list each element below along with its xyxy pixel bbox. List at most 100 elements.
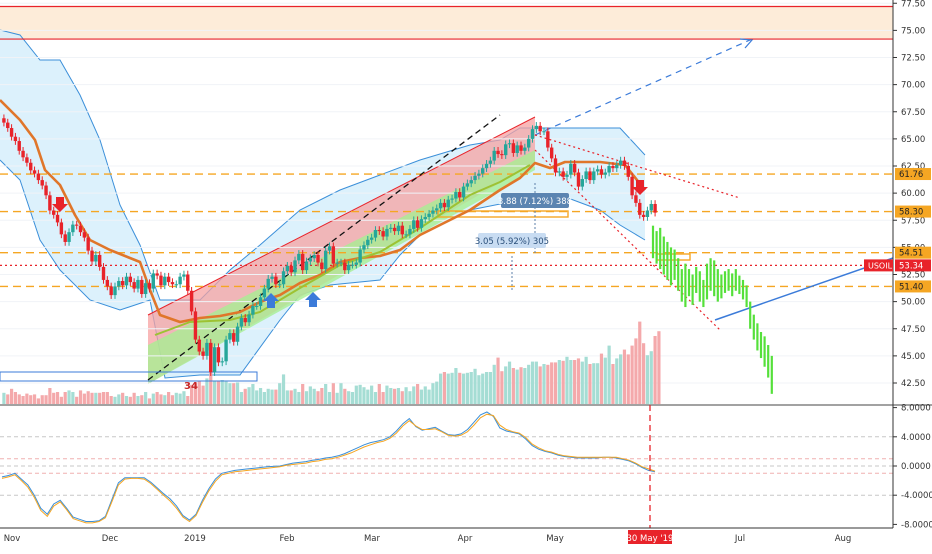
volume-bar bbox=[492, 364, 496, 404]
candle bbox=[369, 237, 374, 240]
price-tick-label: 65.00 bbox=[901, 135, 925, 145]
moving-average-line bbox=[0, 99, 647, 324]
volume-bar bbox=[40, 395, 44, 404]
candle bbox=[178, 276, 182, 285]
candle bbox=[113, 286, 117, 296]
volume-bar bbox=[573, 360, 577, 404]
candle bbox=[197, 339, 201, 352]
volume-bar bbox=[327, 392, 332, 404]
candle bbox=[258, 297, 263, 306]
volume-bar bbox=[262, 392, 266, 404]
symbol-tag bbox=[864, 259, 893, 272]
low-label: 34 bbox=[184, 381, 198, 392]
volume-bar bbox=[2, 392, 6, 404]
volume-bar bbox=[216, 380, 221, 404]
volume-bar bbox=[25, 393, 29, 404]
volume-bar bbox=[542, 364, 546, 404]
candle bbox=[297, 253, 301, 261]
volume-bar bbox=[638, 321, 642, 404]
candle bbox=[189, 290, 194, 312]
volume-bar bbox=[592, 363, 596, 404]
candle bbox=[400, 225, 404, 235]
candle bbox=[52, 210, 56, 215]
price-level-tag-label: 58.30 bbox=[899, 208, 923, 218]
candle bbox=[431, 210, 435, 214]
volume-bar bbox=[324, 384, 328, 404]
candle bbox=[465, 183, 470, 187]
sell-arrow-icon bbox=[632, 180, 648, 195]
volume-bar bbox=[113, 396, 117, 404]
candle bbox=[404, 234, 408, 236]
volume-bar bbox=[373, 392, 378, 404]
price-level-tag bbox=[895, 259, 931, 272]
volume-bar bbox=[393, 388, 397, 404]
candle bbox=[592, 171, 596, 181]
osc-line bbox=[1, 413, 656, 524]
candle bbox=[281, 271, 286, 285]
candle bbox=[618, 160, 623, 165]
candle bbox=[262, 288, 267, 298]
osc-line bbox=[1, 411, 656, 522]
candle bbox=[32, 170, 37, 174]
osc-tick-label: -8.0000 bbox=[901, 520, 932, 530]
candle bbox=[607, 166, 611, 173]
volume-bar bbox=[228, 383, 232, 404]
volume-bar bbox=[396, 388, 401, 404]
candle bbox=[304, 261, 309, 271]
volume-bar bbox=[350, 392, 355, 404]
candle bbox=[120, 281, 125, 286]
volume-bar bbox=[458, 372, 462, 404]
candle bbox=[611, 166, 615, 169]
candle bbox=[530, 129, 535, 139]
candle bbox=[373, 230, 378, 238]
candle bbox=[216, 347, 221, 363]
volume-bar bbox=[534, 361, 538, 404]
price-tick-label: 60.00 bbox=[901, 189, 925, 199]
candle bbox=[343, 262, 347, 271]
candle bbox=[561, 171, 565, 177]
candle bbox=[442, 202, 447, 208]
candle bbox=[553, 158, 558, 173]
candle bbox=[546, 131, 550, 148]
volume-bar bbox=[212, 380, 217, 404]
candle bbox=[29, 162, 33, 171]
volume-bar bbox=[17, 394, 21, 404]
candle bbox=[300, 253, 305, 271]
price-tick-label: 62.50 bbox=[901, 162, 925, 172]
price-tick-label: 77.50 bbox=[901, 0, 925, 9]
volume-bar bbox=[389, 388, 393, 404]
candle bbox=[572, 163, 577, 173]
volume-bar bbox=[576, 358, 581, 404]
volume-bar bbox=[538, 366, 542, 404]
volume-bar bbox=[641, 343, 646, 404]
volume-bar bbox=[527, 364, 531, 404]
volume-bar bbox=[408, 391, 412, 404]
volume-bar bbox=[266, 388, 270, 404]
osc-tick-label: -4.0000 bbox=[901, 491, 932, 501]
candle bbox=[71, 224, 75, 233]
candle bbox=[247, 314, 251, 323]
candle bbox=[438, 202, 443, 209]
price-level-tag bbox=[895, 246, 931, 259]
volume-bar bbox=[6, 394, 10, 404]
candle bbox=[128, 276, 133, 283]
candle bbox=[641, 214, 646, 217]
candle bbox=[415, 220, 420, 228]
candle bbox=[634, 195, 638, 203]
candle bbox=[377, 230, 381, 232]
volume-bar bbox=[630, 345, 634, 404]
candle bbox=[366, 239, 370, 246]
candle bbox=[519, 145, 523, 151]
candle bbox=[94, 254, 98, 262]
volume-bar bbox=[370, 385, 374, 404]
volume-bar bbox=[155, 392, 159, 404]
volume-bar bbox=[124, 396, 129, 404]
osc-tick-label: 8.0000 bbox=[901, 404, 931, 414]
volume-bar bbox=[293, 388, 297, 404]
volume-bar bbox=[224, 381, 228, 404]
volume-bar bbox=[182, 391, 186, 404]
volume-bar bbox=[366, 389, 370, 404]
candle bbox=[312, 254, 316, 259]
